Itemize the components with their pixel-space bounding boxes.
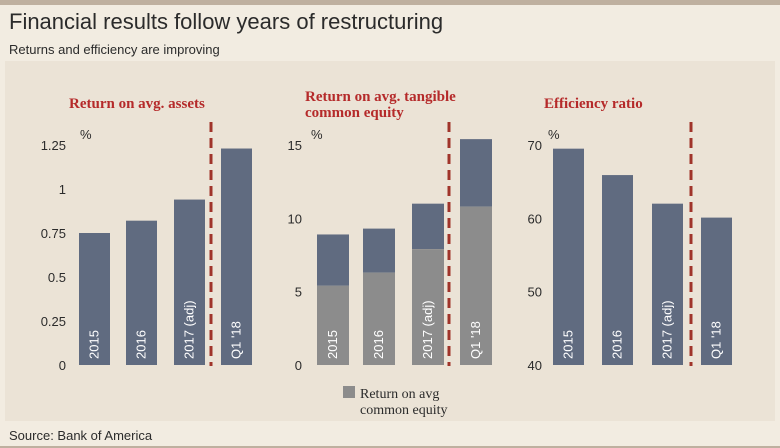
chart3-category-3: Q1 '18 [709, 321, 724, 359]
chart2-title-line1: Return on avg. tangible [305, 89, 456, 105]
legend-label-line1: Return on avg [360, 387, 439, 402]
chart2-ytick-2: 10 [288, 211, 302, 226]
chart3-ytick-3: 70 [528, 138, 542, 153]
chart2-bar-tangible-2 [412, 203, 444, 250]
chart-return-on-assets: Return on avg. assets % 0 0.25 0.5 0.75 1 1.2… [41, 96, 252, 373]
chart1-ytick-5: 1.25 [41, 138, 66, 153]
chart1-bar-2 [174, 199, 205, 365]
chart3-bar-0 [553, 148, 584, 365]
chart1-category-0: 2015 [87, 330, 102, 359]
chart2-bar-tangible-3 [460, 139, 492, 207]
chart1-unit: % [80, 127, 92, 142]
chart2-category-0: 2015 [325, 330, 340, 359]
chart2-bar-common-1 [363, 272, 395, 365]
chart2-bar-common-2 [412, 249, 444, 365]
chart1-bar-1 [126, 220, 157, 365]
chart2-bar-common-0 [317, 285, 349, 365]
chart3-ytick-1: 50 [528, 285, 542, 300]
chart2-bar-tangible-0 [317, 234, 349, 286]
chart-return-on-tangible-equity: Return on avg. tangible common equity % … [288, 89, 492, 418]
chart3-category-2: 2017 (adj) [660, 300, 675, 359]
chart1-title: Return on avg. assets [69, 96, 205, 112]
chart3-category-0: 2015 [561, 330, 576, 359]
bottom-rule [0, 446, 780, 448]
page-title: Financial results follow years of restru… [9, 9, 444, 34]
chart1-category-3: Q1 '18 [229, 321, 244, 359]
chart3-unit: % [548, 127, 560, 142]
chart3-bar-3 [701, 217, 732, 365]
chart3-ytick-2: 60 [528, 211, 542, 226]
chart3-bar-1 [602, 175, 633, 365]
chart3-bar-2 [652, 203, 683, 365]
chart1-category-1: 2016 [134, 330, 149, 359]
chart1-ytick-0: 0 [59, 358, 66, 373]
chart2-ytick-3: 15 [288, 138, 302, 153]
chart1-ytick-1: 0.25 [41, 314, 66, 329]
legend-swatch [343, 386, 355, 398]
chart1-ytick-2: 0.5 [48, 270, 66, 285]
source-note: Source: Bank of America [9, 428, 153, 443]
chart1-ytick-4: 1 [59, 182, 66, 197]
chart1-bar-0 [79, 233, 110, 365]
chart1-ytick-3: 0.75 [41, 226, 66, 241]
chart3-ytick-0: 40 [528, 358, 542, 373]
chart2-category-1: 2016 [371, 330, 386, 359]
chart2-category-2: 2017 (adj) [420, 300, 435, 359]
chart2-ytick-1: 5 [295, 285, 302, 300]
chart-efficiency-ratio: Efficiency ratio % 40 50 60 70 2015 2016 2017… [528, 96, 732, 373]
chart2-title-line2: common equity [305, 105, 404, 121]
chart1-bar-3 [221, 148, 252, 365]
chart3-title: Efficiency ratio [544, 96, 643, 112]
chart2-unit: % [311, 127, 323, 142]
page-subtitle: Returns and efficiency are improving [9, 42, 220, 57]
top-rule [0, 0, 780, 5]
chart2-category-3: Q1 '18 [468, 321, 483, 359]
chart1-category-2: 2017 (adj) [182, 300, 197, 359]
chart3-category-1: 2016 [610, 330, 625, 359]
chart2-ytick-0: 0 [295, 358, 302, 373]
legend-label-line2: common equity [360, 403, 448, 418]
chart2-bar-common-3 [460, 206, 492, 365]
chart2-bar-tangible-1 [363, 228, 395, 273]
